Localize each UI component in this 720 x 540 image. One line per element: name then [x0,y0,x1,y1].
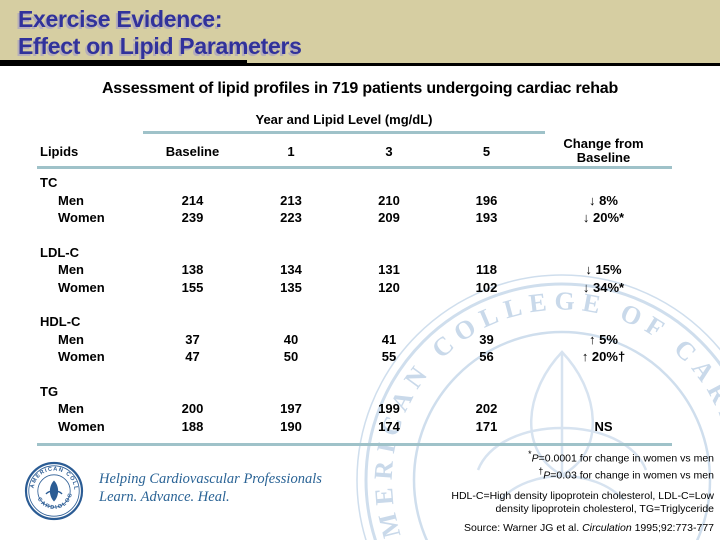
tagline-line1: Helping Cardiovascular Professionals [99,471,322,487]
col-header-lipids: Lipids [40,143,79,159]
tagline-line2: Learn. Advance. Heal. [99,489,230,505]
table-row: Women 239 223 209 193 ↓ 20%* [58,210,625,226]
col-header-year3: 3 [385,143,393,159]
group-label: LDL-C [40,244,79,260]
slide-title-line2: Effect on Lipid Parameters [18,33,302,59]
table-row: Women 155 135 120 102 ↓ 34%* [58,279,625,295]
col-header-baseline: Baseline [165,143,220,159]
slide-header: Exercise Evidence: Effect on Lipid Param… [0,0,720,63]
table-row: Men 138 134 131 118 ↓ 15% [58,262,622,278]
acc-logo-seal-icon: AMERICAN COLLEGE CARDIOLOGY [24,461,84,521]
span-header-rule [143,131,545,134]
table-row: Women 47 50 55 56 ↑ 20%† [58,349,626,365]
footnotes: *P=0.0001 for change in women vs men †P=… [432,448,714,535]
group-label: TG [40,383,59,399]
col-header-change: Change from Baseline [563,136,644,165]
title-underline [0,63,720,66]
table-row: Men 200 197 199 202 [58,401,498,417]
group-ldl: LDL-C Men 138 134 131 118 ↓ 15% Women 15… [37,244,672,297]
col-header-year5: 5 [482,143,491,159]
header-rule [37,166,672,169]
table-row: Men 37 40 41 39 ↑ 5% [58,331,618,347]
footnote-p2: †P=0.03 for change in women vs men [538,466,714,482]
group-tc: TC Men 214 213 210 196 ↓ 8% Women 239 22… [37,174,672,227]
table-row: Men 214 213 210 196 ↓ 8% [58,192,618,208]
table-bottom-rule [37,443,672,446]
lipid-table: Year and Lipid Level (mg/dL) Lipids Base… [37,112,672,446]
footnote-p1: *P=0.0001 for change in women vs men [528,449,714,465]
group-tg: TG Men 200 197 199 202 Women 188 190 174 [37,383,672,436]
acc-tagline: Helping Cardiovascular Professionals Lea… [99,470,322,506]
footnote-abbreviations: HDL-C=High density lipoprotein cholester… [451,490,714,515]
group-label: HDL-C [40,314,81,330]
group-hdl: HDL-C Men 37 40 41 39 ↑ 5% Women 47 50 5… [37,313,672,366]
table-header-row: Lipids Baseline 1 3 5 Change from Baseli… [37,136,672,166]
slide-subtitle: Assessment of lipid profiles in 719 pati… [101,80,619,97]
group-label: TC [40,175,58,191]
table-row: Women 188 190 174 171 NS [58,418,613,434]
table-body: TC Men 214 213 210 196 ↓ 8% Women 239 22… [37,174,672,435]
col-header-year1: 1 [287,143,295,159]
slide-title-line1: Exercise Evidence: [18,6,223,32]
footnote-source: Source: Warner JG et al. Circulation 199… [463,522,714,534]
table-span-header: Year and Lipid Level (mg/dL) [255,112,433,127]
